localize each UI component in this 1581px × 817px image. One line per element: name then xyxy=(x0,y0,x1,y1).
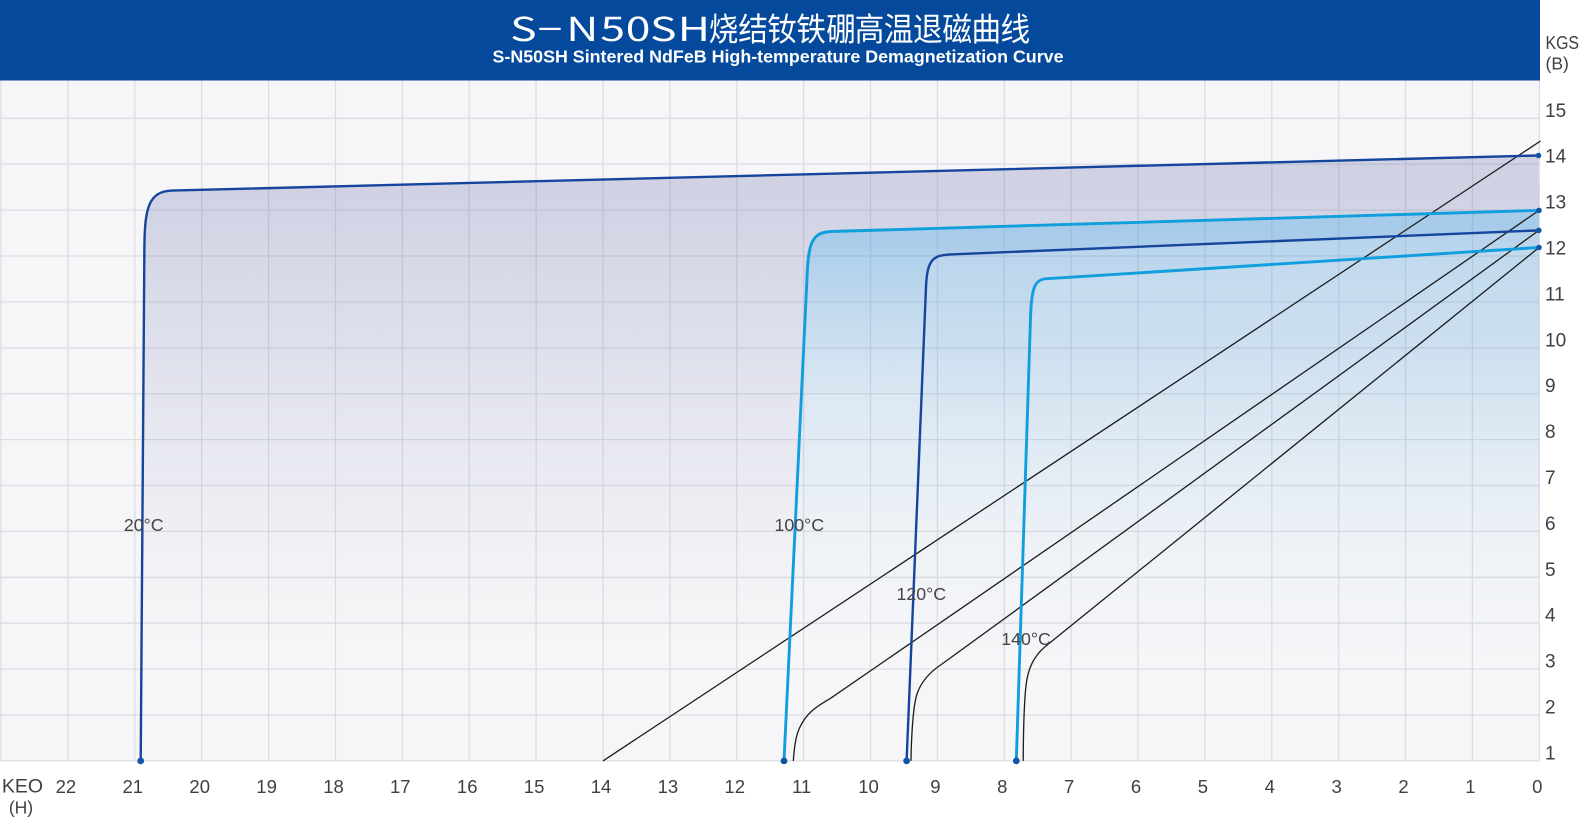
svg-text:7: 7 xyxy=(1545,468,1556,489)
svg-text:8: 8 xyxy=(1545,422,1556,443)
svg-text:3: 3 xyxy=(1545,652,1556,673)
svg-text:120°C: 120°C xyxy=(896,584,946,604)
svg-text:(H): (H) xyxy=(9,798,33,817)
svg-text:11: 11 xyxy=(792,776,811,797)
svg-text:8: 8 xyxy=(997,776,1007,797)
svg-text:0: 0 xyxy=(1532,776,1542,797)
svg-text:2: 2 xyxy=(1545,698,1556,719)
svg-text:12: 12 xyxy=(1545,239,1566,260)
svg-text:6: 6 xyxy=(1545,514,1556,535)
svg-text:14: 14 xyxy=(591,776,612,797)
svg-text:(B): (B) xyxy=(1546,54,1569,74)
svg-text:12: 12 xyxy=(724,776,745,797)
svg-text:2: 2 xyxy=(1398,776,1408,797)
svg-text:16: 16 xyxy=(457,776,478,797)
svg-text:4: 4 xyxy=(1265,776,1275,797)
svg-text:5: 5 xyxy=(1545,560,1556,581)
svg-text:9: 9 xyxy=(1545,376,1556,397)
svg-text:21: 21 xyxy=(123,776,144,797)
svg-text:100°C: 100°C xyxy=(774,515,824,535)
svg-text:1: 1 xyxy=(1465,776,1475,797)
svg-text:5: 5 xyxy=(1198,776,1208,797)
svg-text:7: 7 xyxy=(1064,776,1074,797)
svg-text:22: 22 xyxy=(56,776,77,797)
svg-text:9: 9 xyxy=(930,776,940,797)
svg-text:KGS: KGS xyxy=(1546,33,1580,53)
svg-text:3: 3 xyxy=(1332,776,1342,797)
svg-text:17: 17 xyxy=(390,776,411,797)
svg-text:20: 20 xyxy=(189,776,210,797)
svg-text:19: 19 xyxy=(256,776,277,797)
svg-text:140°C: 140°C xyxy=(1001,629,1051,649)
svg-text:13: 13 xyxy=(658,776,679,797)
svg-text:1: 1 xyxy=(1545,743,1556,764)
svg-text:6: 6 xyxy=(1131,776,1141,797)
svg-text:10: 10 xyxy=(1545,330,1566,351)
svg-text:4: 4 xyxy=(1545,606,1556,627)
svg-text:15: 15 xyxy=(1545,101,1566,122)
svg-text:10: 10 xyxy=(858,776,879,797)
svg-text:15: 15 xyxy=(524,776,545,797)
svg-text:18: 18 xyxy=(323,776,344,797)
svg-text:KEO: KEO xyxy=(2,775,43,797)
svg-text:13: 13 xyxy=(1545,193,1566,214)
svg-text:S-N50SH Sintered NdFeB High-te: S-N50SH Sintered NdFeB High-temperature … xyxy=(493,47,1064,67)
svg-text:20°C: 20°C xyxy=(124,515,164,535)
svg-text:11: 11 xyxy=(1545,284,1565,305)
svg-text:14: 14 xyxy=(1545,147,1567,168)
